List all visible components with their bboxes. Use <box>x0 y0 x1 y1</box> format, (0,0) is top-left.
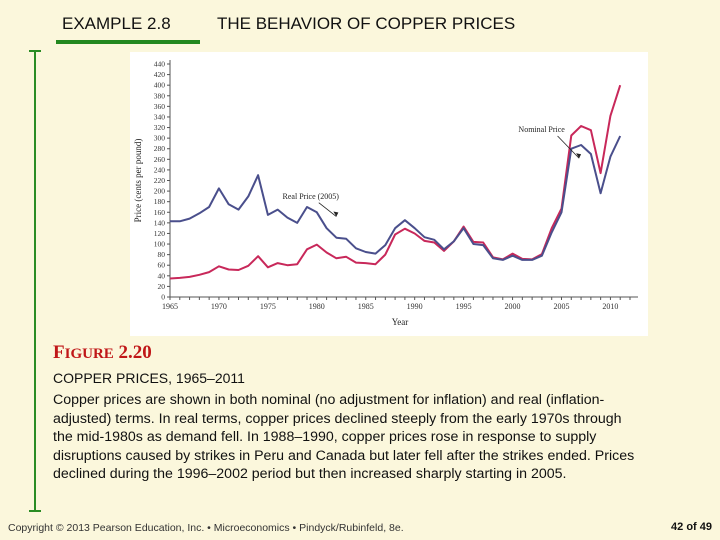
x-tick-label: 2000 <box>505 302 521 311</box>
y-tick-label: 200 <box>154 187 166 196</box>
annotation-arrowhead <box>333 211 339 217</box>
y-tick-label: 180 <box>154 197 166 206</box>
y-tick-label: 40 <box>158 271 166 280</box>
left-accent-bar <box>34 50 36 512</box>
left-accent-cap-bottom <box>29 510 41 512</box>
y-tick-label: 360 <box>154 102 166 111</box>
figure-label-number: 2.20 <box>118 342 152 363</box>
x-tick-label: 2010 <box>602 302 618 311</box>
y-tick-label: 300 <box>154 134 166 143</box>
page-number: 42 of 49 <box>671 521 712 533</box>
y-tick-label: 80 <box>158 250 166 259</box>
y-tick-label: 280 <box>154 144 166 153</box>
example-label: EXAMPLE 2.8 <box>62 14 171 33</box>
x-tick-label: 1980 <box>309 302 325 311</box>
header-underline <box>56 40 200 44</box>
annotation-arrowhead <box>576 153 582 159</box>
y-tick-label: 220 <box>154 176 166 185</box>
series-line-nominal <box>169 84 622 280</box>
figure-description: Copper prices are shown in both nominal … <box>53 392 635 483</box>
x-tick-label: 1995 <box>456 302 472 311</box>
figure-label: FIGURE 2.20 <box>53 342 152 364</box>
y-tick-label: 380 <box>154 91 166 100</box>
slide-title: THE BEHAVIOR OF COPPER PRICES <box>217 14 516 33</box>
y-tick-label: 140 <box>154 218 166 227</box>
copper-price-chart: 0204060801001201401601802002202402602803… <box>133 60 638 327</box>
figure-label-initial: F <box>53 342 65 363</box>
y-tick-label: 260 <box>154 155 166 164</box>
annotation-arrow <box>318 202 337 217</box>
footer-copyright: Copyright © 2013 Pearson Education, Inc.… <box>8 522 404 534</box>
series-line-real <box>170 135 622 261</box>
left-accent-cap-top <box>29 50 41 52</box>
x-tick-label: 1970 <box>211 302 227 311</box>
y-tick-label: 100 <box>154 240 166 249</box>
y-tick-label: 420 <box>154 70 166 79</box>
y-tick-label: 240 <box>154 165 166 174</box>
x-tick-label: 1975 <box>260 302 276 311</box>
y-tick-label: 20 <box>158 282 166 291</box>
y-tick-label: 340 <box>154 112 166 121</box>
y-tick-label: 0 <box>161 293 165 302</box>
x-axis-label: Year <box>392 317 409 327</box>
annotation-label: Real Price (2005) <box>283 192 340 201</box>
y-tick-label: 440 <box>154 60 166 69</box>
x-tick-label: 1965 <box>162 302 178 311</box>
annotation-label: Nominal Price <box>518 125 565 134</box>
annotation-arrow <box>557 135 580 159</box>
x-tick-label: 2005 <box>553 302 569 311</box>
figure-caption: COPPER PRICES, 1965–2011 <box>53 370 245 386</box>
y-tick-label: 60 <box>158 261 166 270</box>
figure-label-word: IGURE <box>64 346 114 362</box>
x-tick-label: 1985 <box>358 302 374 311</box>
y-tick-label: 160 <box>154 208 166 217</box>
chart-panel: 0 20 40 60 80 100 120 140 160 180 200 220 240 260 280 3… <box>130 52 648 336</box>
y-tick-label: 400 <box>154 81 166 90</box>
x-tick-label: 1990 <box>407 302 423 311</box>
y-tick-label: 320 <box>154 123 166 132</box>
y-axis-label: Price (cents per pound) <box>133 139 143 223</box>
y-tick-label: 120 <box>154 229 166 238</box>
